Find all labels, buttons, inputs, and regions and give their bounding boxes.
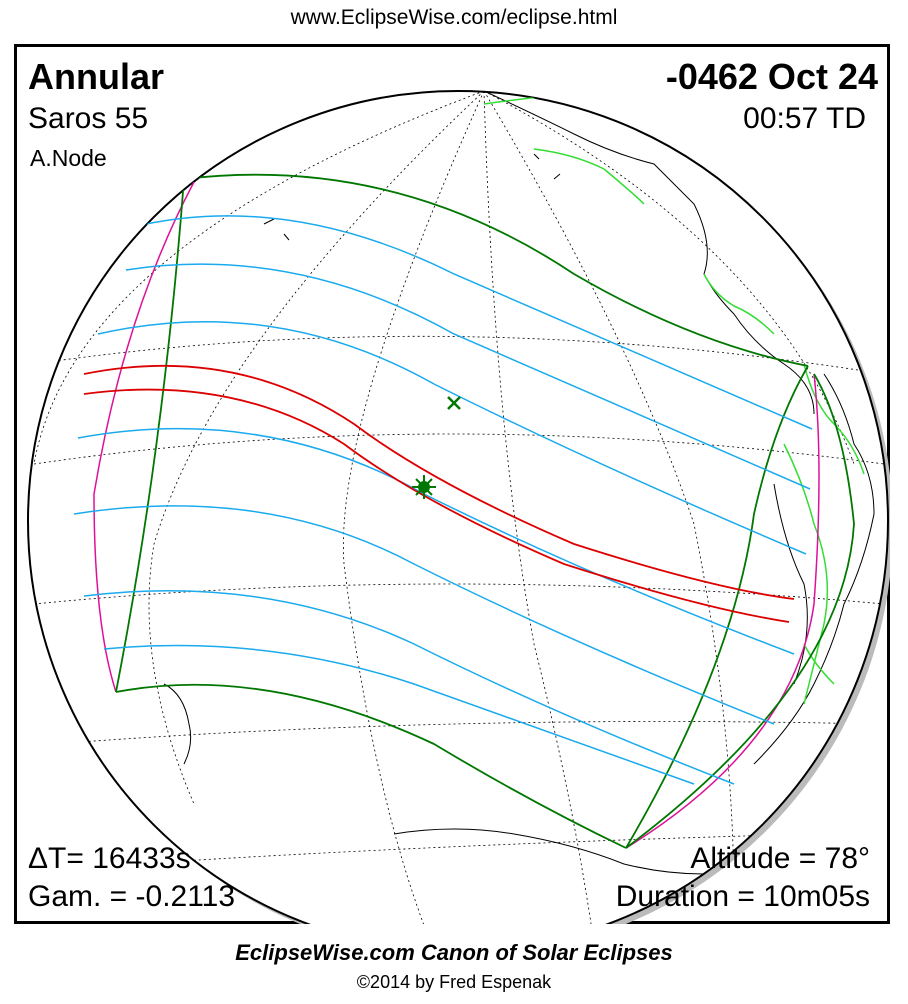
delta-t: ΔT= 16433s [28,842,191,875]
graticule [33,91,885,924]
duration-value: Duration = 10m05s [615,880,870,913]
eclipse-time: 00:57 TD [743,102,866,135]
cross-icon [447,396,461,410]
canon-title: EclipseWise.com Canon of Solar Eclipses [235,940,673,965]
node-label: A.Node [30,145,107,171]
globe-map [27,90,890,924]
globe-disk [27,90,889,924]
eclipse-date: -0462 Oct 24 [665,56,878,97]
rise-set-curves [93,181,820,849]
source-url: www.EclipseWise.com/eclipse.html [290,6,618,29]
central-path [83,364,795,623]
sun-icon [412,475,436,499]
eclipse-type: Annular [28,56,165,97]
saros-number: Saros 55 [28,102,149,135]
gamma-value: Gam. = -0.2113 [28,880,236,913]
copyright: ©2014 by Fred Espenak [356,972,552,992]
altitude-value: Altitude = 78° [690,842,870,875]
